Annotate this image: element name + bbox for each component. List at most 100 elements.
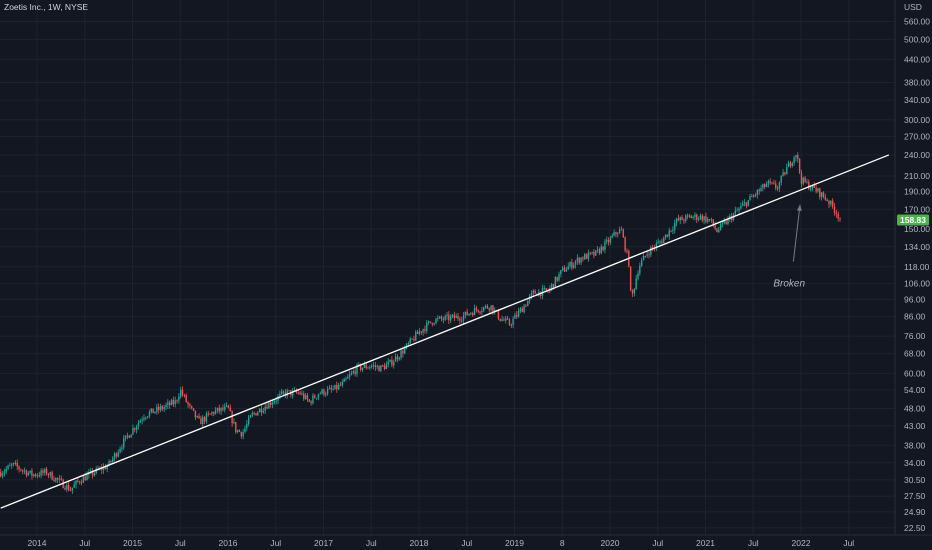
candle-body xyxy=(793,157,795,164)
candle-body xyxy=(205,413,208,422)
candle-body xyxy=(624,237,626,251)
candle-body xyxy=(339,384,342,386)
candle-body xyxy=(762,184,764,189)
candle-body xyxy=(49,472,51,476)
candle-body xyxy=(426,322,428,331)
candle-body xyxy=(78,481,81,483)
candle-body xyxy=(826,199,828,201)
candle-body xyxy=(637,273,639,279)
candle-body xyxy=(440,316,443,319)
candle-body xyxy=(464,311,467,316)
candle-body xyxy=(798,158,801,173)
candle-body xyxy=(820,192,823,198)
candles xyxy=(0,152,841,495)
candle-body xyxy=(29,470,31,473)
candle-body xyxy=(573,264,575,268)
candle-body xyxy=(356,364,358,374)
candle-body xyxy=(472,313,474,316)
candle-body xyxy=(444,316,446,320)
candle-body xyxy=(312,395,314,404)
candle-body xyxy=(240,431,242,437)
candle-body xyxy=(459,318,461,321)
candle-body xyxy=(172,400,175,405)
candle-body xyxy=(308,399,310,402)
trendline[interactable] xyxy=(0,154,890,509)
candle-body xyxy=(101,467,103,471)
price-tick-label: 43.00 xyxy=(904,421,926,431)
candle-body xyxy=(734,210,737,214)
candle-body xyxy=(113,453,116,459)
candle-body xyxy=(345,378,347,380)
candle-body xyxy=(642,256,645,261)
candle-body xyxy=(651,247,654,249)
candle-body xyxy=(389,359,391,362)
time-axis[interactable]: 2014 Jul 2015 Jul 2016 Jul 2017 Jul 2018 Jul 2019 8… xyxy=(28,538,855,548)
candle-body xyxy=(258,408,261,413)
candle-body xyxy=(303,393,305,399)
candle-body xyxy=(431,322,433,325)
candle-body xyxy=(486,305,489,309)
candle-body xyxy=(84,476,86,481)
candle-body xyxy=(341,381,344,386)
price-axis[interactable]: 560.00 500.00 440.00 380.00 340.00 300.00 270.… xyxy=(904,16,930,532)
candle-body xyxy=(203,417,206,422)
candle-body xyxy=(596,249,599,251)
candle-body xyxy=(819,188,821,198)
annotation-arrow xyxy=(792,204,802,262)
candle-body xyxy=(754,195,757,197)
candle-body xyxy=(462,315,465,321)
candle-body xyxy=(490,305,492,311)
time-tick-label: 2015 xyxy=(123,538,142,548)
candle-body xyxy=(697,218,700,220)
candle-body xyxy=(293,390,296,392)
candle-body xyxy=(760,188,762,192)
candle-body xyxy=(696,214,698,220)
candle-body xyxy=(674,223,676,230)
candle-body xyxy=(758,189,760,192)
candle-body xyxy=(209,413,211,415)
candle-body xyxy=(336,384,338,390)
candle-body xyxy=(354,371,356,374)
candle-body xyxy=(45,469,48,475)
grid xyxy=(0,0,895,535)
candle-body xyxy=(451,314,454,317)
candle-body xyxy=(222,407,224,410)
candle-body xyxy=(550,284,553,288)
candle-body xyxy=(736,210,738,212)
candle-body xyxy=(413,338,415,341)
candle-body xyxy=(506,318,509,320)
candle-body xyxy=(591,251,593,253)
candle-body xyxy=(764,184,766,187)
candle-body xyxy=(670,230,672,232)
candle-body xyxy=(31,470,33,476)
candle-body xyxy=(659,241,661,243)
candle-body xyxy=(310,401,312,404)
price-tick-label: 170.00 xyxy=(904,204,930,214)
candle-body xyxy=(703,216,705,221)
candle-body xyxy=(22,470,24,472)
candle-body xyxy=(154,411,156,414)
candle-body xyxy=(67,484,70,491)
candle-body xyxy=(176,400,178,402)
candle-body xyxy=(521,308,523,313)
candle-body xyxy=(137,422,140,427)
candle-body xyxy=(128,435,130,438)
price-tick-label: 240.00 xyxy=(904,150,930,160)
candle-body xyxy=(817,188,819,192)
candle-body xyxy=(527,300,529,307)
candle-body xyxy=(800,172,803,184)
candle-body xyxy=(251,413,254,416)
candle-body xyxy=(655,243,658,248)
candle-body xyxy=(723,221,726,223)
price-tick-label: 54.00 xyxy=(904,385,926,395)
candle-body xyxy=(525,305,527,307)
candle-body xyxy=(747,199,749,207)
price-tick-label: 48.00 xyxy=(904,403,926,413)
candle-body xyxy=(519,308,522,312)
candle-body xyxy=(804,177,806,183)
candle-body xyxy=(457,315,459,319)
candle-body xyxy=(514,314,516,319)
candle-body xyxy=(11,464,13,466)
